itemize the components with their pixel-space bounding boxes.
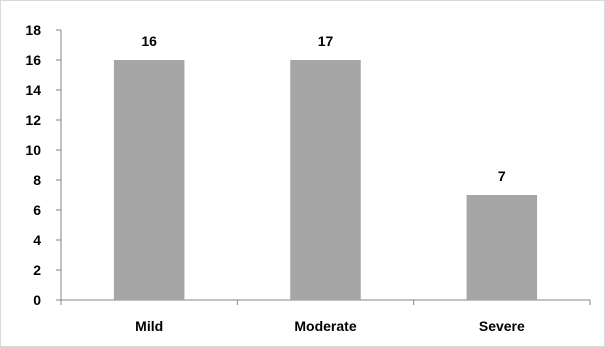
y-tick-label: 18: [25, 22, 41, 38]
x-tick-label-mild: Mild: [135, 318, 163, 334]
data-label-mild: 16: [141, 33, 157, 49]
y-tick-label: 6: [33, 202, 41, 218]
y-tick-label: 0: [33, 292, 41, 308]
x-tick-label-moderate: Moderate: [294, 318, 356, 334]
data-label-severe: 7: [498, 168, 506, 184]
bar-moderate: [290, 60, 361, 300]
x-tick-label-severe: Severe: [479, 318, 525, 334]
y-tick-label: 4: [33, 232, 41, 248]
data-label-moderate: 17: [318, 33, 334, 49]
bar-severe: [466, 195, 538, 300]
y-tick-label: 8: [33, 172, 41, 188]
y-tick-label: 2: [33, 262, 41, 278]
y-tick-label: 14: [25, 82, 41, 98]
y-tick-label: 12: [25, 112, 41, 128]
y-tick-label: 10: [25, 142, 41, 158]
bar-mild: [113, 60, 185, 300]
y-tick-label: 16: [25, 52, 41, 68]
